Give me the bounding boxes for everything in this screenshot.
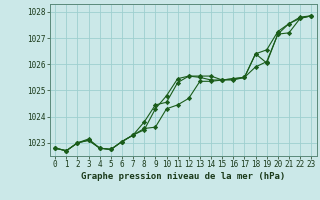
X-axis label: Graphe pression niveau de la mer (hPa): Graphe pression niveau de la mer (hPa)	[81, 172, 285, 181]
